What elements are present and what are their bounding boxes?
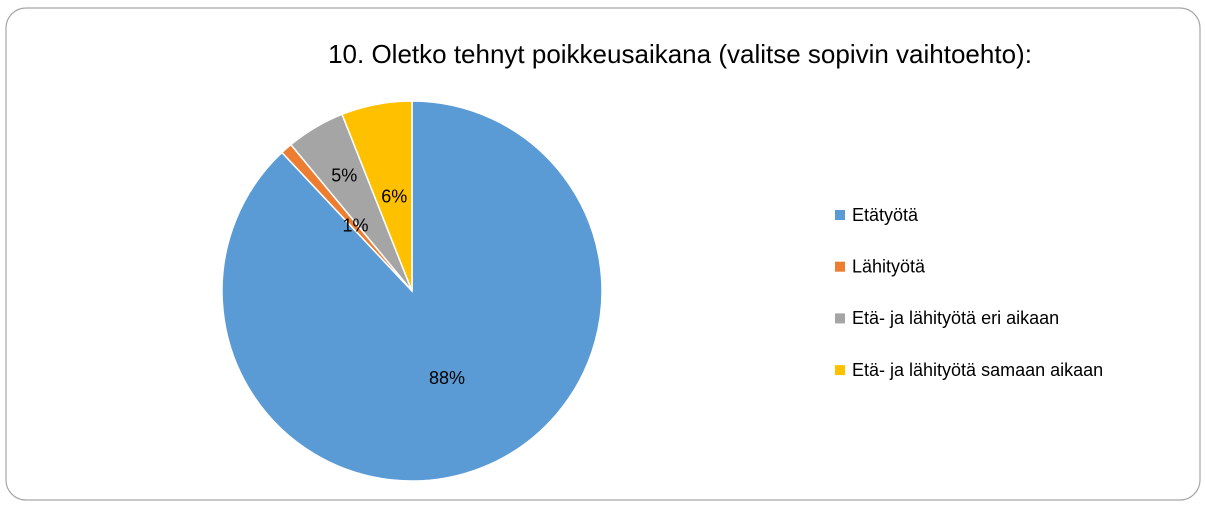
legend-label: Etätyötä [852, 205, 919, 225]
chart-frame [5, 7, 1201, 501]
legend-swatch [835, 365, 845, 376]
data-label: 6% [381, 186, 407, 206]
legend-swatch [835, 210, 845, 220]
data-label: 5% [331, 165, 357, 185]
legend-label: Etä- ja lähityötä samaan aikaan [852, 360, 1103, 380]
pie-slice [341, 100, 413, 292]
legend-swatch [835, 261, 845, 272]
legend-label: Etä- ja lähityötä eri aikaan [852, 308, 1059, 328]
legend-label: Lähityötä [852, 256, 926, 276]
data-label: 88% [429, 368, 465, 388]
chart-title: 10. Oletko tehnyt poikkeusaikana (valits… [328, 39, 1032, 69]
legend-swatch [835, 313, 845, 324]
data-label: 1% [342, 216, 368, 236]
